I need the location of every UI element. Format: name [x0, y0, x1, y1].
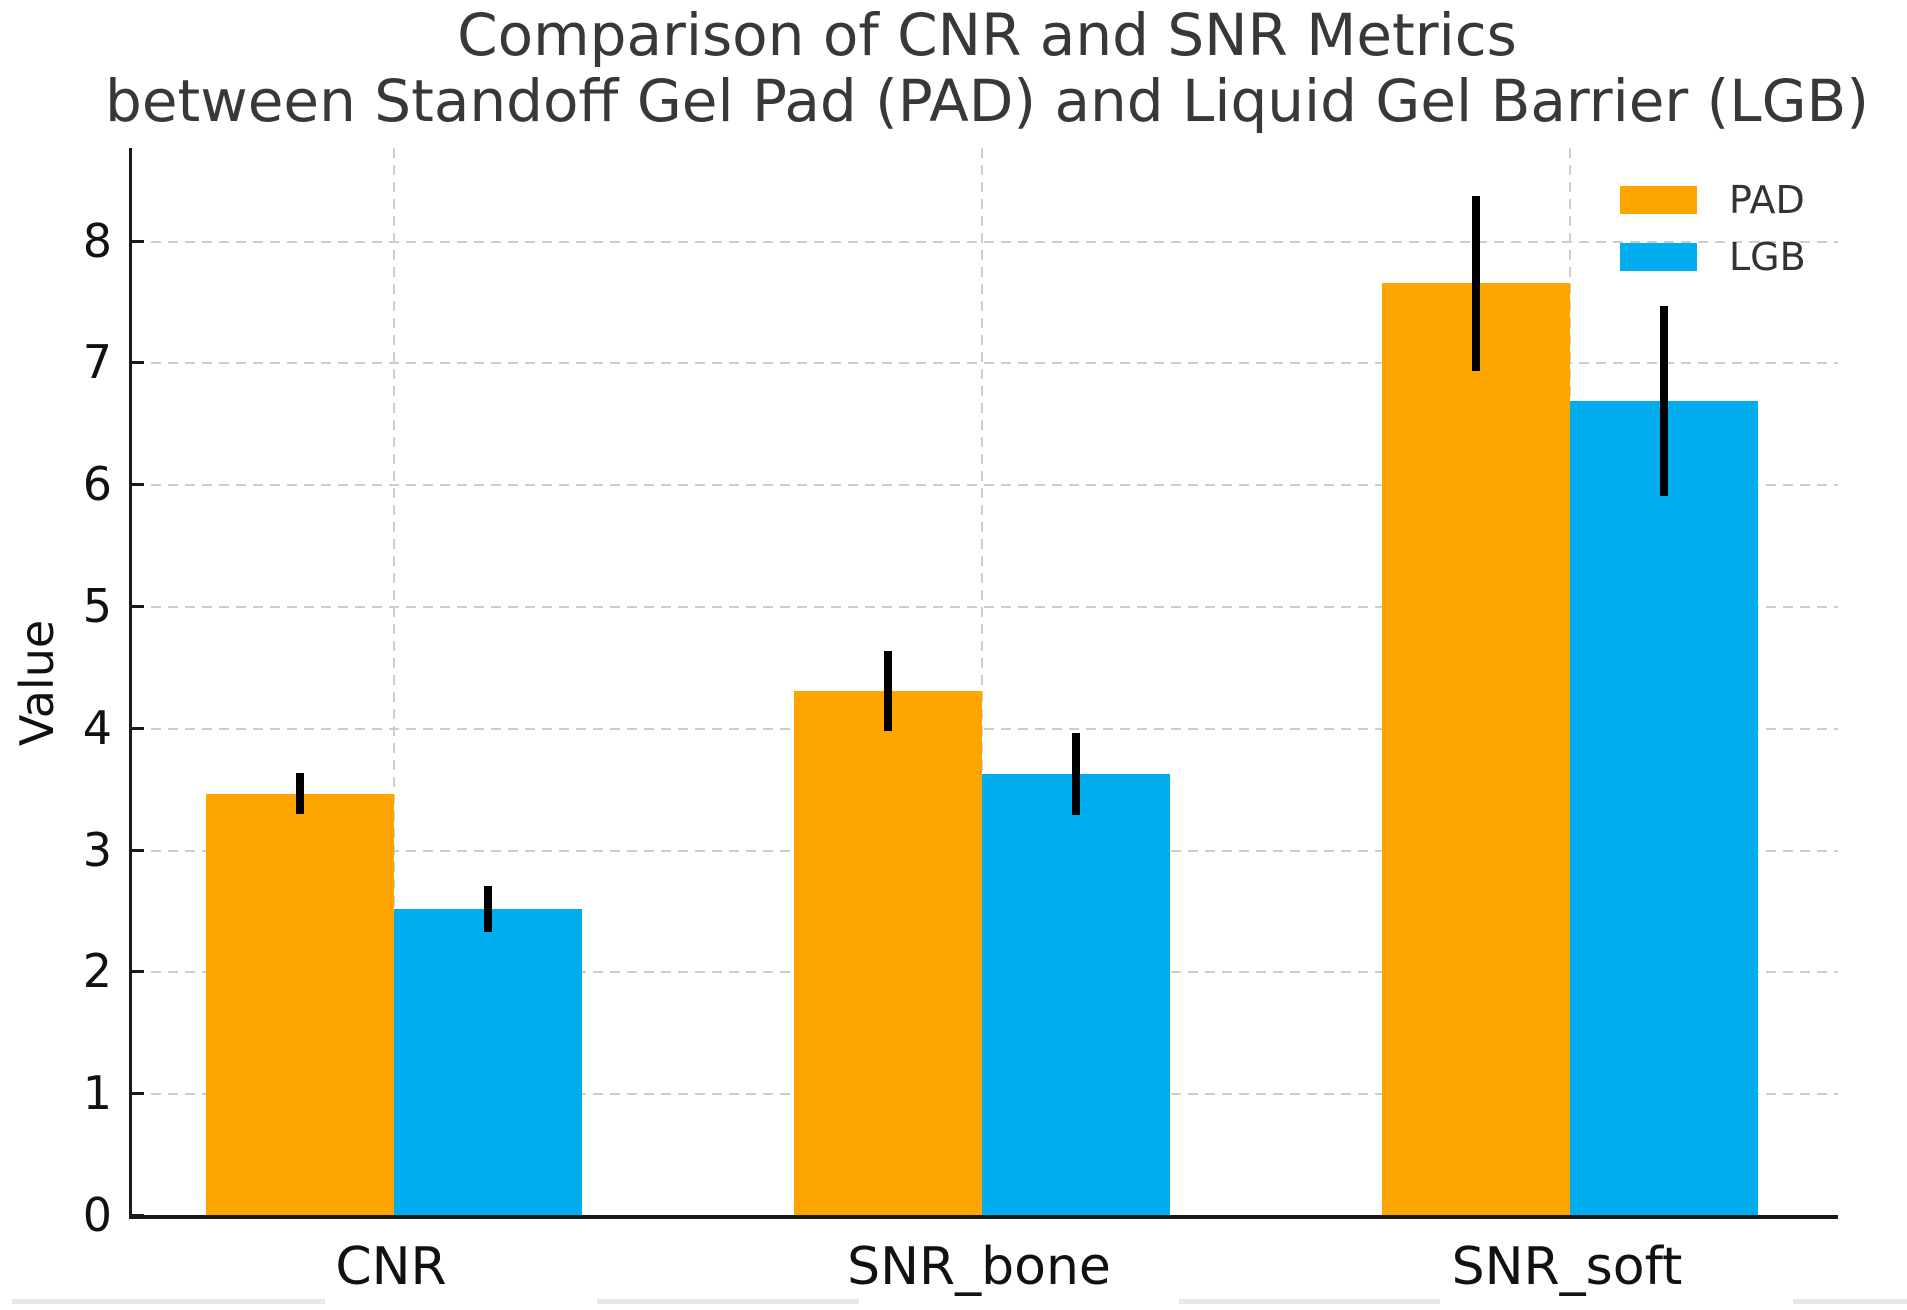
y-tick [129, 1214, 144, 1217]
v-gridline [981, 148, 983, 1215]
y-tick [129, 483, 144, 487]
chart-title-line1: Comparison of CNR and SNR Metrics [457, 1, 1517, 69]
legend-item-pad: PAD [1620, 178, 1806, 222]
error-bar-lgb-snr_soft [1660, 306, 1668, 497]
legend-item-lgb: LGB [1620, 235, 1806, 279]
bar-lgb-snr_soft [1570, 401, 1758, 1215]
x-tick-label: SNR_bone [847, 1237, 1111, 1297]
h-gridline [134, 240, 1838, 243]
h-gridline [134, 727, 1838, 730]
lgb-legend-swatch-icon [1620, 243, 1697, 271]
y-tick-label: 7 [82, 335, 112, 390]
y-tick-label: 3 [82, 822, 112, 877]
pad-legend-swatch-icon [1620, 186, 1697, 214]
bar-lgb-snr_bone [982, 774, 1170, 1215]
y-tick [129, 239, 144, 243]
error-bar-lgb-snr_bone [1072, 732, 1080, 816]
bar-pad-cnr [206, 793, 394, 1215]
y-tick-label: 6 [82, 457, 112, 512]
cropped-content-strip [1179, 1299, 1440, 1304]
y-tick-label: 4 [82, 700, 112, 755]
cropped-content-strip [12, 1299, 325, 1304]
h-gridline [134, 606, 1838, 608]
error-bar-lgb-cnr [484, 886, 492, 933]
y-tick-label: 0 [82, 1188, 112, 1242]
legend-label-lgb: LGB [1729, 235, 1806, 279]
error-bar-pad-snr_soft [1472, 195, 1480, 371]
y-tick [129, 361, 144, 365]
y-tick [129, 605, 144, 608]
bar-pad-snr_bone [794, 691, 982, 1215]
cropped-content-strip [597, 1299, 859, 1304]
h-gridline [134, 484, 1838, 487]
y-tick-label: 1 [82, 1066, 112, 1121]
y-tick-label: 5 [82, 579, 112, 633]
y-tick [129, 726, 144, 730]
bar-lgb-cnr [394, 909, 582, 1215]
v-gridline [393, 148, 395, 1215]
error-bar-pad-cnr [296, 772, 304, 815]
bar-pad-snr_soft [1382, 283, 1570, 1215]
error-bar-pad-snr_bone [884, 651, 892, 732]
chart-title: Comparison of CNR and SNR Metrics betwee… [57, 2, 1907, 134]
x-tick-label: CNR [335, 1237, 447, 1297]
chart-title-line2: between Standoff Gel Pad (PAD) and Liqui… [105, 67, 1869, 135]
y-tick [129, 848, 144, 852]
y-tick-label: 8 [82, 213, 112, 268]
legend-label-pad: PAD [1729, 178, 1805, 222]
y-tick-label: 2 [82, 944, 112, 999]
y-tick [129, 1092, 144, 1096]
y-tick [129, 970, 144, 974]
plot-area [129, 148, 1838, 1219]
cropped-content-strip [1793, 1299, 1907, 1304]
x-tick-label: SNR_soft [1451, 1237, 1683, 1297]
legend: PAD LGB [1620, 178, 1806, 300]
h-gridline [134, 362, 1838, 365]
